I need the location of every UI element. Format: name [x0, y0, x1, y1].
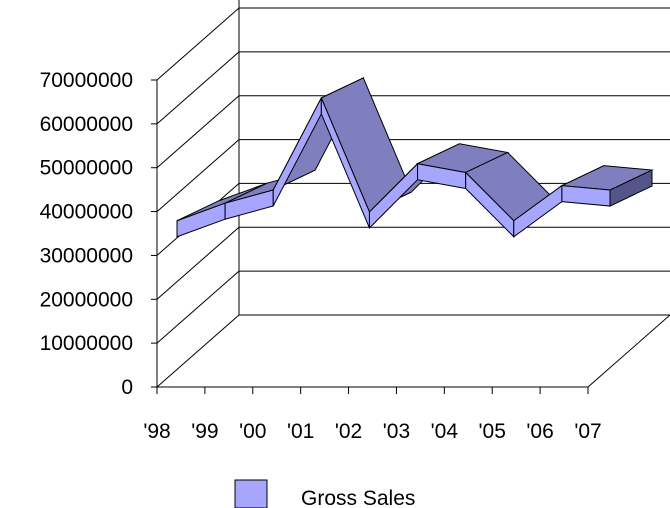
grid: [156, 7, 670, 388]
legend: Gross Sales: [234, 479, 415, 508]
axes: [151, 0, 670, 394]
x-tick-label: '99: [191, 420, 218, 443]
y-tick-label: 40000000: [40, 201, 133, 224]
x-tick-label: '07: [574, 420, 601, 443]
ribbon-end-cap: [609, 169, 653, 207]
x-tick-label: '00: [239, 420, 266, 443]
gridline-side: [156, 226, 240, 300]
legend-label: Gross Sales: [301, 487, 415, 508]
y-tick-label: 50000000: [40, 157, 133, 180]
x-tick-labels: '98 '99 '00 '01 '02 '03 '04 '05 '06 '07: [143, 420, 601, 443]
gridline-side: [156, 7, 240, 81]
y-tick-label: 20000000: [40, 288, 133, 311]
y-tick-label: 10000000: [40, 332, 133, 355]
gridline-side: [156, 139, 240, 212]
x-tick-label: '01: [287, 420, 314, 443]
x-tick-label: '06: [526, 420, 553, 443]
x-tick-label: '03: [383, 420, 410, 443]
x-tick-label: '98: [143, 420, 170, 443]
gridline-side: [156, 314, 240, 388]
y-tick-label: 0: [121, 376, 133, 399]
gridline-side: [156, 270, 240, 344]
x-tick-label: '04: [431, 420, 459, 443]
y-tick-label: 70000000: [40, 69, 133, 92]
ribbon-front-segment: [176, 202, 226, 238]
series-ribbon: [176, 76, 654, 238]
legend-swatch: [234, 479, 268, 508]
gridline-side: [156, 51, 240, 125]
y-tick-labels: 0 10000000 20000000 30000000 40000000 5000000…: [40, 69, 133, 399]
x-tick-label: '02: [335, 420, 362, 443]
floor-right-edge: [587, 314, 670, 388]
x-tick-label: '05: [479, 420, 506, 443]
y-tick-label: 30000000: [40, 244, 133, 267]
y-tick-label: 60000000: [40, 113, 133, 136]
gridline-side: [156, 95, 240, 169]
